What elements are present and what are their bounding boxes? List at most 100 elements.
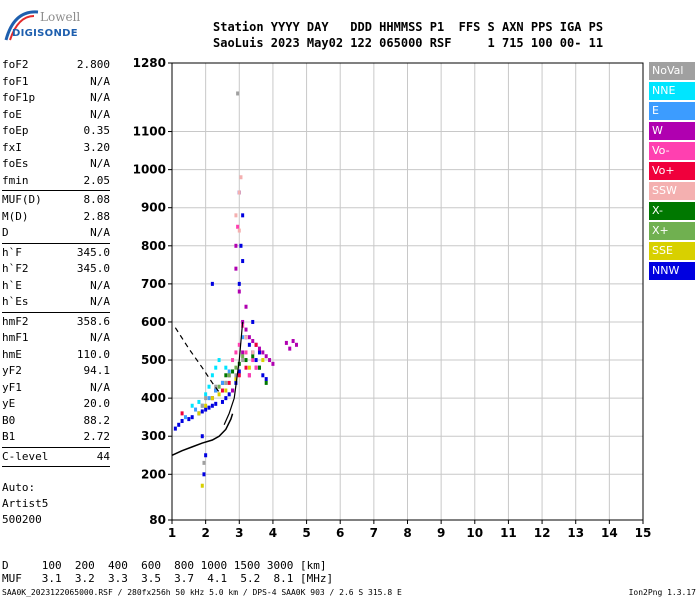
param-row: h`F2 345.0: [2, 261, 110, 278]
param-name: MUF(D): [2, 193, 42, 206]
param-name: hmF2: [2, 314, 29, 328]
distance-row: D 100 200 400 600 800 1000 1500 3000 [km…: [2, 559, 327, 572]
echo-point: [284, 340, 288, 345]
echo-point: [234, 266, 238, 271]
echo-point: [237, 342, 241, 347]
param-row: fmin 2.05: [2, 173, 110, 190]
dashed-trace: [174, 327, 222, 395]
param-name: yF2: [2, 364, 22, 377]
param-row: h`F 345.0: [2, 245, 110, 262]
param-value: 345.0: [76, 245, 110, 259]
echo-point: [204, 392, 208, 397]
echo-point: [190, 415, 194, 420]
param-value: 0.35: [83, 124, 111, 137]
param-row: yF2 94.1: [2, 363, 110, 380]
param-row: yF1 N/A: [2, 380, 110, 397]
param-name: foF1: [2, 74, 29, 88]
param-row: foF2 2.800: [2, 57, 110, 74]
echo-point: [234, 377, 238, 382]
param-name: h`E: [2, 278, 22, 292]
echo-point: [200, 483, 204, 488]
echo-point: [234, 243, 238, 248]
y-tick-label: 300: [141, 429, 166, 443]
echo-point: [261, 358, 265, 363]
echo-point: [247, 342, 251, 347]
echo-point: [247, 373, 251, 378]
logo-text-digisonde: DIGISONDE: [12, 28, 78, 39]
echo-point: [261, 350, 265, 355]
echo-point: [294, 342, 298, 347]
y-tick-label: 800: [141, 239, 166, 253]
echo-point: [237, 373, 241, 378]
param-row: MUF(D) 8.08: [2, 192, 110, 209]
echo-point: [207, 384, 211, 389]
echo-point: [241, 259, 245, 264]
echo-point: [241, 358, 245, 363]
x-tick-label: 10: [466, 526, 483, 540]
echo-point: [236, 91, 240, 96]
echo-point: [224, 396, 228, 401]
param-value: N/A: [90, 107, 110, 121]
y-tick-label: 1280: [133, 56, 166, 70]
param-row: h`E N/A: [2, 278, 110, 295]
legend-entry-vo-: Vo+: [649, 162, 695, 180]
param-value: N/A: [90, 380, 110, 394]
echo-point: [214, 388, 218, 393]
param-name: h`F: [2, 245, 22, 259]
echo-point: [214, 401, 218, 406]
param-name: foF1p: [2, 91, 36, 104]
echo-point: [244, 350, 248, 355]
extraordinary-trace: [223, 321, 244, 426]
echo-point: [247, 365, 251, 370]
echo-point: [207, 405, 211, 410]
software-version: Ion2Png 1.3.17: [628, 588, 696, 597]
echo-point: [264, 354, 268, 359]
x-tick-label: 3: [235, 526, 243, 540]
param-name: hmE: [2, 347, 22, 361]
echo-point: [237, 281, 241, 286]
echo-point: [224, 388, 228, 393]
muf-row: MUF 3.1 3.2 3.3 3.5 3.7 4.1 5.2 8.1 [MHz…: [2, 572, 334, 585]
param-value: 94.1: [83, 364, 111, 377]
echo-point: [251, 354, 255, 359]
echo-point: [210, 403, 214, 408]
x-tick-label: 7: [370, 526, 378, 540]
echo-point: [180, 411, 184, 416]
echo-point: [244, 304, 248, 309]
param-value: 345.0: [76, 262, 110, 275]
auto-label: Auto:: [2, 481, 36, 494]
y-tick-label: 80: [149, 513, 166, 527]
echo-point: [207, 396, 211, 401]
param-value: N/A: [90, 295, 110, 308]
param-value: 8.08: [83, 193, 111, 206]
param-value: N/A: [90, 278, 110, 292]
param-name: D: [2, 226, 9, 239]
header-line-2: SaoLuis 2023 May02 122 065000 RSF 1 715 …: [213, 36, 604, 50]
logo-text-lowell: Lowell: [40, 10, 81, 24]
echo-point: [217, 392, 221, 397]
param-value: 20.0: [83, 397, 111, 410]
polarization-legend: NoVal NNE E W Vo- Vo+ SSW X- X+ SSE NNW: [649, 62, 695, 282]
x-tick-label: 15: [635, 526, 652, 540]
echo-point: [257, 365, 261, 370]
echo-point: [180, 418, 184, 423]
echo-point: [234, 373, 238, 378]
y-tick-label: 200: [141, 467, 166, 481]
x-tick-label: 14: [601, 526, 618, 540]
echo-point: [254, 365, 258, 370]
echo-point: [227, 392, 231, 397]
param-name: yE: [2, 397, 16, 410]
x-tick-label: 6: [336, 526, 344, 540]
param-name: foF2: [2, 58, 29, 71]
echo-point: [244, 335, 248, 340]
echo-point: [237, 369, 241, 374]
echo-point: [241, 335, 245, 340]
echo-point: [244, 327, 248, 332]
param-name: B1: [2, 430, 16, 443]
param-value: 88.2: [83, 413, 111, 427]
echo-point: [220, 380, 224, 385]
distance-muf-table: D 100 200 400 600 800 1000 1500 3000 [km…: [2, 559, 333, 585]
y-tick-label: 900: [141, 201, 166, 215]
param-name: h`F2: [2, 262, 29, 275]
x-tick-label: 2: [201, 526, 209, 540]
